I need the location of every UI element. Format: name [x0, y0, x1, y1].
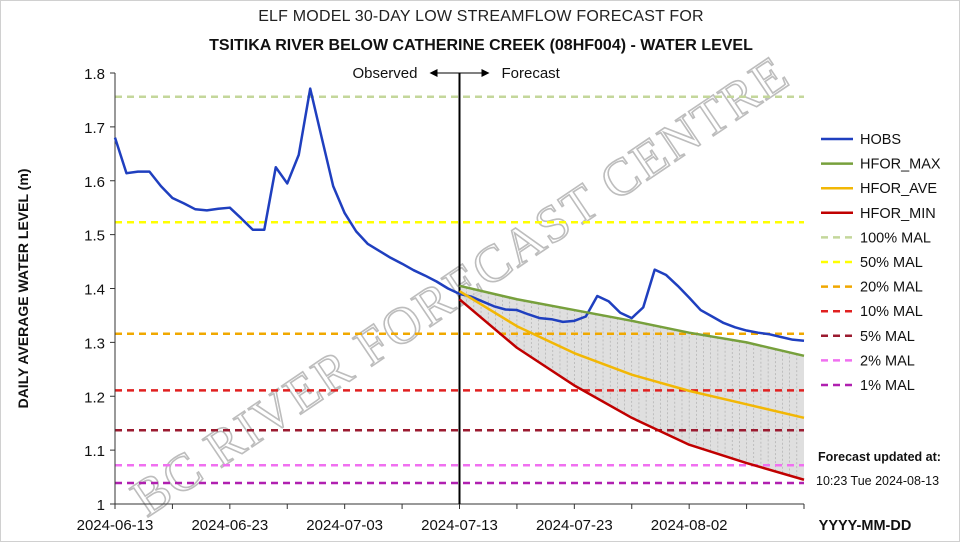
chart-title: ELF MODEL 30-DAY LOW STREAMFLOW FORECAST… [258, 8, 704, 25]
y-tick-label: 1.4 [84, 282, 105, 299]
x-tick-label: 2024-06-23 [191, 517, 268, 534]
legend-label: 20% MAL [860, 280, 923, 296]
y-axis-label: DAILY AVERAGE WATER LEVEL (m) [15, 169, 31, 409]
forecast-updated-time: 10:23 Tue 2024-08-13 [816, 474, 940, 488]
divider-arrow-right [481, 69, 490, 77]
legend-label: 100% MAL [860, 230, 931, 246]
forecast-label: Forecast [502, 65, 561, 82]
legend-label: 1% MAL [860, 378, 915, 394]
x-tick-label: 2024-07-13 [421, 517, 498, 534]
divider-arrow-left [429, 69, 438, 77]
y-tick-label: 1.8 [84, 66, 105, 83]
y-tick-label: 1.7 [84, 120, 105, 137]
legend-label: HFOR_AVE [860, 181, 937, 197]
x-tick-label: 2024-06-13 [77, 517, 154, 534]
y-tick-label: 1.1 [84, 443, 105, 460]
legend-label: 50% MAL [860, 255, 923, 271]
series-line-hfor-max [459, 284, 805, 358]
x-axis-label: YYYY-MM-DD [819, 518, 912, 534]
observed-label: Observed [352, 65, 417, 82]
legend-label: HFOR_MIN [860, 206, 936, 222]
series-line-hobs [113, 87, 805, 343]
y-tick-label: 1.5 [84, 228, 105, 245]
legend-label: 5% MAL [860, 329, 915, 345]
forecast-updated-label: Forecast updated at: [818, 450, 941, 464]
legend-label: HOBS [860, 132, 901, 148]
chart-subtitle: TSITIKA RIVER BELOW CATHERINE CREEK (08H… [209, 37, 753, 54]
legend-label: 10% MAL [860, 304, 923, 320]
y-tick-label: 1 [97, 497, 105, 514]
series-line-hfor-ave [458, 290, 805, 420]
x-tick-label: 2024-07-03 [306, 517, 383, 534]
legend-label: HFOR_MAX [860, 157, 941, 173]
y-tick-label: 1.6 [84, 174, 105, 191]
series-line-hfor-min [458, 298, 805, 481]
y-tick-label: 1.3 [84, 335, 105, 352]
x-tick-label: 2024-08-02 [651, 517, 728, 534]
x-tick-label: 2024-07-23 [536, 517, 613, 534]
legend-label: 2% MAL [860, 353, 915, 369]
y-tick-label: 1.2 [84, 389, 105, 406]
